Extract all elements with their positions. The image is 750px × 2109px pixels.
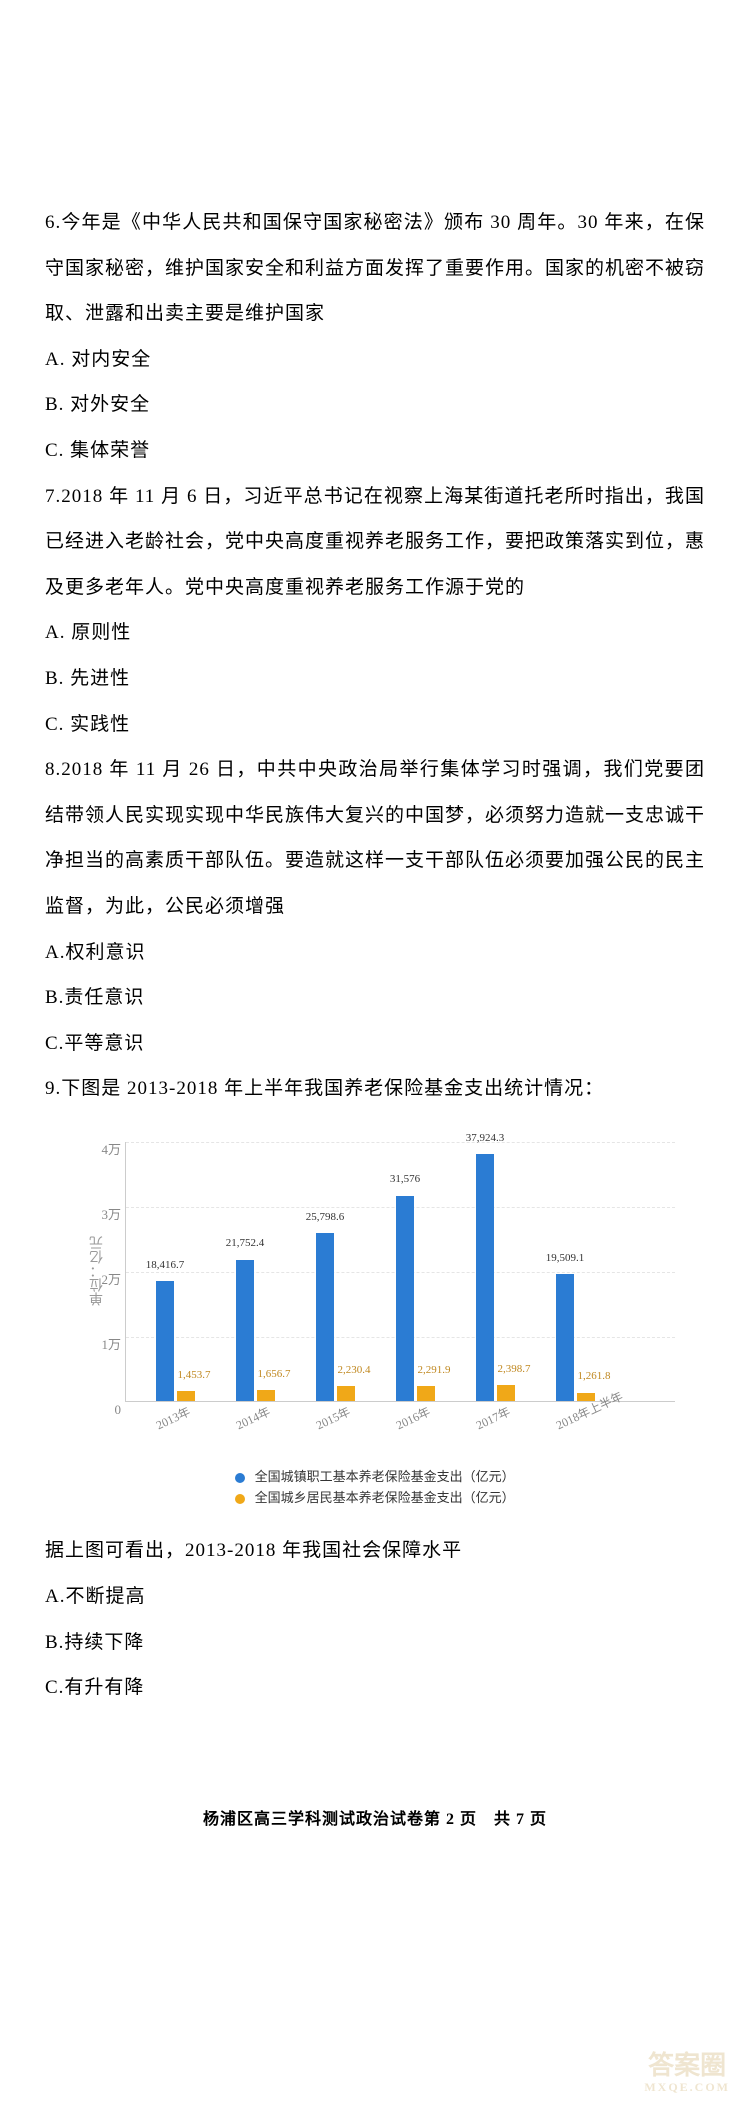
page-footer: 杨浦区高三学科测试政治试卷第 2 页 共 7 页 xyxy=(45,1801,705,1839)
bar-value-label: 2,398.7 xyxy=(498,1356,531,1382)
bar-value-label: 1,261.8 xyxy=(578,1363,611,1389)
chart-plot-area: 单位：亿元 01万2万3万4万18,416.71,453.721,752.41,… xyxy=(125,1142,675,1402)
q7-option-b: B. 先进性 xyxy=(45,656,705,702)
bar-value-label: 25,798.6 xyxy=(306,1204,345,1230)
chart-legend: 全国城镇职工基本养老保险基金支出（亿元） 全国城乡居民基本养老保险基金支出（亿元… xyxy=(75,1467,675,1509)
bar-series1 xyxy=(236,1260,254,1401)
bar-series1 xyxy=(156,1281,174,1401)
y-tick: 4万 xyxy=(86,1134,121,1165)
q6-option-b: B. 对外安全 xyxy=(45,382,705,428)
watermark-main: 答案圈 xyxy=(644,2052,730,2081)
legend-series1: 全国城镇职工基本养老保险基金支出（亿元） xyxy=(75,1467,675,1488)
bar-value-label: 37,924.3 xyxy=(466,1125,505,1151)
bar-value-label: 21,752.4 xyxy=(226,1230,265,1256)
q8-option-b: B.责任意识 xyxy=(45,975,705,1021)
q9-option-a: A.不断提高 xyxy=(45,1574,705,1620)
bar-value-label: 1,656.7 xyxy=(258,1361,291,1387)
q9-conclusion: 据上图可看出，2013-2018 年我国社会保障水平 xyxy=(45,1528,705,1574)
bar-value-label: 1,453.7 xyxy=(178,1362,211,1388)
q7-text: 7.2018 年 11 月 6 日，习近平总书记在视察上海某街道托老所时指出，我… xyxy=(45,474,705,611)
q8-option-c: C.平等意识 xyxy=(45,1021,705,1067)
q9-option-b: B.持续下降 xyxy=(45,1620,705,1666)
bar-series1 xyxy=(316,1233,334,1401)
x-category-label: 2013年 xyxy=(151,1398,196,1439)
y-tick: 0 xyxy=(86,1394,121,1425)
bar-series1 xyxy=(556,1274,574,1401)
q8-option-a: A.权利意识 xyxy=(45,930,705,976)
watermark-sub: MXQE.COM xyxy=(644,2081,730,2094)
x-category-label: 2015年 xyxy=(311,1398,356,1439)
bar-value-label: 18,416.7 xyxy=(146,1252,185,1278)
pension-chart: 单位：亿元 01万2万3万4万18,416.71,453.721,752.41,… xyxy=(75,1142,675,1509)
q9-option-c: C.有升有降 xyxy=(45,1665,705,1711)
q6-option-a: A. 对内安全 xyxy=(45,337,705,383)
bar-value-label: 19,509.1 xyxy=(546,1245,585,1271)
x-category-label: 2016年 xyxy=(391,1398,436,1439)
q6-option-c: C. 集体荣誉 xyxy=(45,428,705,474)
q7-option-c: C. 实践性 xyxy=(45,702,705,748)
bar-series1 xyxy=(396,1196,414,1401)
legend-dot-icon xyxy=(235,1494,245,1504)
legend-label-2: 全国城乡居民基本养老保险基金支出（亿元） xyxy=(255,1490,515,1505)
gridline xyxy=(126,1142,675,1143)
bar-series1 xyxy=(476,1154,494,1401)
q7-option-a: A. 原则性 xyxy=(45,610,705,656)
bar-value-label: 2,291.9 xyxy=(418,1357,451,1383)
watermark: 答案圈 MXQE.COM xyxy=(644,2052,730,2094)
q9-text: 9.下图是 2013-2018 年上半年我国养老保险基金支出统计情况： xyxy=(45,1066,705,1112)
q8-text: 8.2018 年 11 月 26 日，中共中央政治局举行集体学习时强调，我们党要… xyxy=(45,747,705,929)
y-tick: 2万 xyxy=(86,1264,121,1295)
legend-dot-icon xyxy=(235,1473,245,1483)
legend-series2: 全国城乡居民基本养老保险基金支出（亿元） xyxy=(75,1488,675,1509)
x-axis-labels: 2013年2014年2015年2016年2017年2018年上半年 xyxy=(125,1402,675,1442)
x-category-label: 2017年 xyxy=(471,1398,516,1439)
bar-value-label: 2,230.4 xyxy=(338,1357,371,1383)
q6-text: 6.今年是《中华人民共和国保守国家秘密法》颁布 30 周年。30 年来，在保守国… xyxy=(45,200,705,337)
y-tick: 1万 xyxy=(86,1329,121,1360)
legend-label-1: 全国城镇职工基本养老保险基金支出（亿元） xyxy=(255,1469,515,1484)
bar-value-label: 31,576 xyxy=(390,1166,420,1192)
y-tick: 3万 xyxy=(86,1199,121,1230)
x-category-label: 2014年 xyxy=(231,1398,276,1439)
